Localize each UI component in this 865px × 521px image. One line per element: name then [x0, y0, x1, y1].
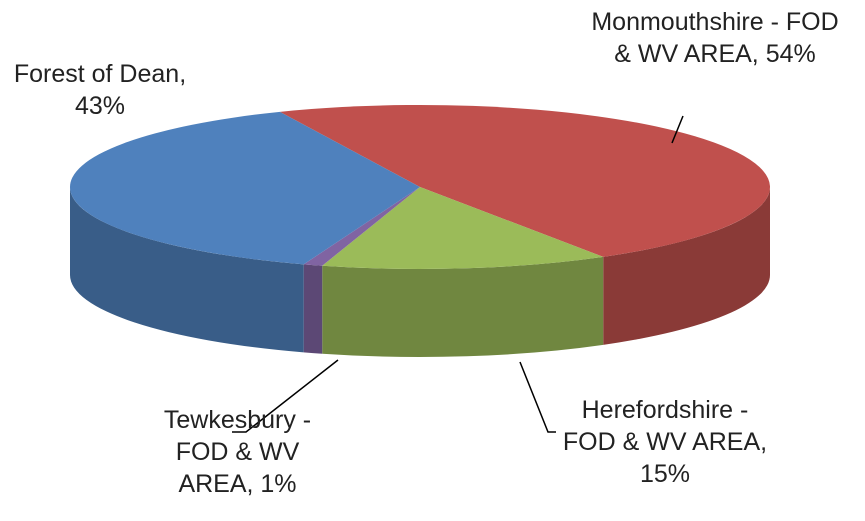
slice	[279, 105, 770, 257]
data-label: Forest of Dean, 43%	[13, 60, 187, 120]
slice-side	[303, 264, 323, 354]
data-label: Herefordshire - FOD & WV AREA, 15%	[562, 396, 768, 488]
slice-side	[70, 187, 304, 353]
slice	[322, 187, 604, 269]
data-label: Tewkesbury - FOD & WV AREA, 1%	[163, 406, 312, 498]
data-label: Monmouthshire - FOD & WV AREA, 54%	[591, 8, 839, 68]
slice-side	[322, 256, 604, 357]
leader-line	[671, 115, 684, 144]
leader-line	[519, 361, 556, 433]
slice-side	[603, 187, 770, 345]
slice	[303, 187, 420, 266]
slice	[69, 111, 420, 265]
leader-line	[232, 359, 339, 433]
